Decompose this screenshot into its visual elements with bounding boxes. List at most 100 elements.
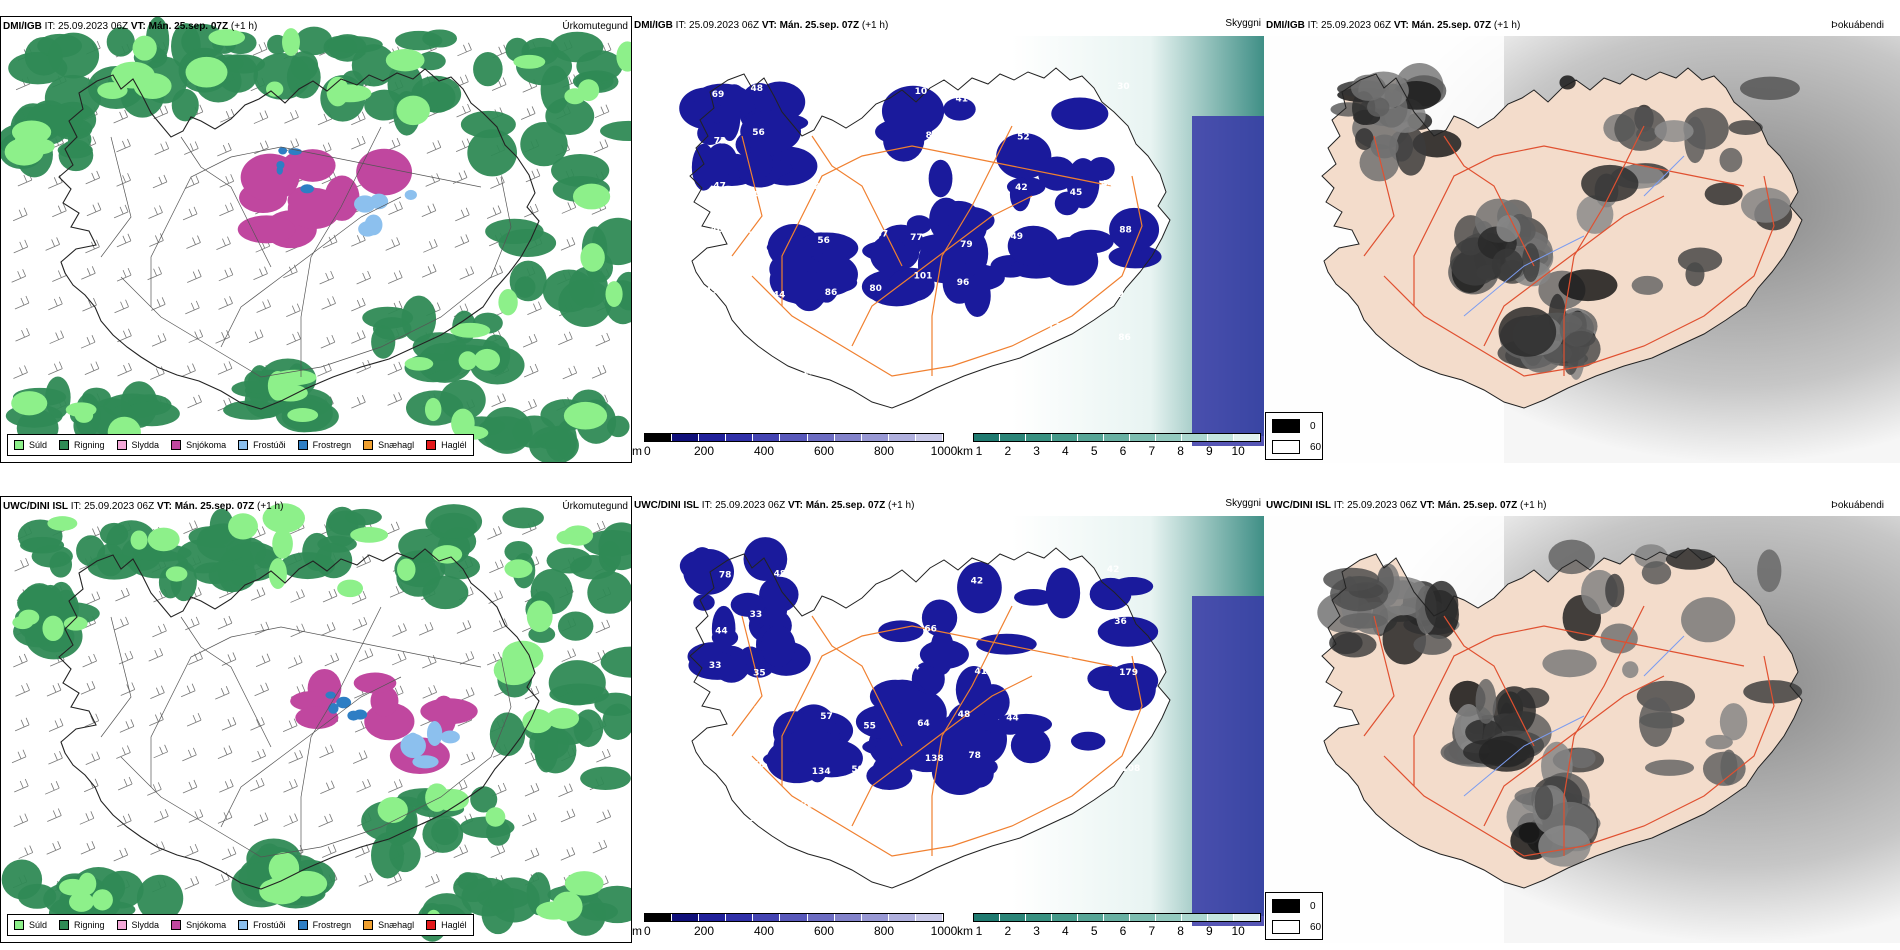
cloudbase-value: 56 (752, 128, 765, 138)
cloudbase-value: 36 (1114, 617, 1127, 627)
cloudbase-value: 62 (1110, 132, 1123, 142)
fog-key-label-high: 0 (1310, 900, 1316, 912)
legend-swatch (238, 440, 249, 450)
colorbar-tick-label: 3 (1033, 444, 1040, 458)
cloudbase-value: 52 (1017, 133, 1030, 143)
cloudbase-value: 219 (1105, 290, 1124, 300)
colorbar-tick-label: 10 (1231, 924, 1245, 938)
precip-areas (1, 503, 631, 942)
legend-swatch (14, 440, 24, 450)
cloudbase-value: 61 (810, 89, 823, 99)
cloudbase-value: 35 (753, 668, 766, 678)
fog-key-label-low: 60 (1310, 921, 1322, 933)
cloudbase-value: 179 (1119, 668, 1138, 678)
colorbar-unit: m (632, 924, 642, 938)
precip-type-map (1, 17, 631, 462)
cloudbase-value: 41 (975, 667, 988, 677)
cloudbase-value: 49 (1062, 619, 1075, 629)
cloudbase-value: 148 (1054, 657, 1073, 667)
cloudbase-value: 30 (1117, 82, 1130, 92)
legend-item-rigning: Rigning (59, 920, 105, 930)
colorbar-tick-label: 10 (1231, 444, 1245, 458)
wind-barbs (11, 40, 612, 413)
cloudbase-value: 78 (719, 571, 732, 581)
cloudbase-visibility-map: 78 48 41 49 64 42 57 36 42 44 33 44 58 66 38 53 49 36 33 35… (679, 516, 1264, 926)
coastline (58, 68, 540, 410)
colorbar-tick-label: 1000 (930, 924, 958, 938)
colorbar-tick-label: 4 (1062, 924, 1069, 938)
cloudbase-value: 92 (1073, 713, 1086, 723)
legend-label: Slydda (131, 440, 160, 450)
legend-label: Slydda (131, 920, 160, 930)
legend-item-frostúði: Frostúði (238, 920, 286, 930)
cloudbase-value: 134 (812, 767, 831, 777)
legend-label: Frostúði (253, 920, 286, 930)
cloudbase-value: 10 (915, 87, 928, 97)
legend-label: Súld (29, 440, 48, 450)
cloudbase-value: 83 (1122, 717, 1135, 727)
cloudbase-value: 33 (750, 610, 763, 620)
cloudbase-value: 59 (851, 765, 864, 775)
legend-swatch (14, 920, 24, 930)
legend-swatch (171, 920, 182, 930)
cloudbase-value: 38 (826, 655, 839, 665)
cloudbase-value: 138 (925, 754, 944, 764)
cloudbase-value: 48 (750, 84, 763, 94)
visibility-colorbar: km 1 2 3 4 5 6 7 8 9 10 (957, 913, 1262, 943)
colorbar-unit: m (632, 444, 642, 458)
legend-label: Rigning (74, 440, 105, 450)
panel-variable-name: Úrkomutegund (562, 21, 628, 32)
cloudbase-value: 343 (1017, 655, 1036, 665)
legend-item-snjókoma: Snjókoma (171, 920, 226, 930)
sea-low-cloud (1192, 116, 1264, 446)
cloudbase-value: 79 (960, 240, 973, 250)
legend-label: Rigning (74, 920, 105, 930)
cloudbase-value: 96 (957, 278, 970, 288)
cloudbase-value: 33 (709, 661, 722, 671)
cloudbase-value: 56 (1017, 81, 1030, 91)
colorbar-tick-label: 400 (753, 444, 775, 458)
fog-key-label-low: 60 (1310, 441, 1322, 453)
cloudbase-value: 60 (697, 326, 710, 336)
colorbar-tick-label: 3 (1033, 924, 1040, 938)
cloudbase-value: 45 (861, 336, 874, 346)
legend-label: Snjókoma (186, 920, 227, 930)
legend-item-snæhagl: Snæhagl (363, 440, 414, 450)
cloudbase-value: 57 (876, 229, 889, 239)
colorbar-strip (973, 913, 1261, 922)
colorbar-strip (644, 913, 944, 922)
cloudbase-value: 49 (855, 560, 868, 570)
cloudbase-value: 42 (849, 194, 862, 204)
cloudbase-value: 86 (1118, 333, 1131, 343)
fog-indicator-panel-dmi: DMI/IGB IT: 25.09.2023 06Z VT: Mán. 25.s… (1264, 16, 1900, 463)
cloudbase-value: 60 (753, 761, 766, 771)
legend-label: Frostregn (312, 440, 352, 450)
legend-swatch (426, 440, 437, 450)
cloudbase-value: 58 (850, 609, 863, 619)
legend-swatch (59, 920, 70, 930)
legend-item-slydda: Slydda (116, 920, 160, 930)
colorbar-tick-label: 6 (1119, 924, 1127, 938)
cloudbase-value: 108 (1121, 764, 1140, 774)
legend-item-frostregn: Frostregn (297, 440, 352, 450)
colorbar-tick-label: 8 (1177, 924, 1184, 938)
precip-type-map (1, 503, 631, 942)
cloudbase-value: 44 (1006, 713, 1019, 723)
coastline (58, 548, 540, 890)
cloudbase-value: 41 (956, 95, 969, 105)
cloudbase-value: 152 (849, 97, 868, 107)
cloudbase-value: 43 (904, 193, 917, 203)
cloudbase-value: 138 (719, 764, 738, 774)
low-cloud-areas (679, 81, 1162, 318)
fog-key-swatch-high (1272, 419, 1300, 433)
coastline (689, 67, 1171, 409)
legend-swatch (238, 920, 249, 930)
legend-swatch (59, 440, 70, 450)
cloudbase-value: 48 (1055, 228, 1068, 238)
colorbar-tick-label: 200 (693, 444, 715, 458)
cloudbase-value: 45 (800, 339, 813, 349)
precip-type-legend: Súld Rigning Slydda Snjókoma Frostúði Frostre… (7, 434, 474, 456)
colorbar-tick-label: 2 (1004, 444, 1012, 458)
legend-label: Frostregn (312, 920, 352, 930)
cloudbase-value: 77 (910, 233, 923, 243)
